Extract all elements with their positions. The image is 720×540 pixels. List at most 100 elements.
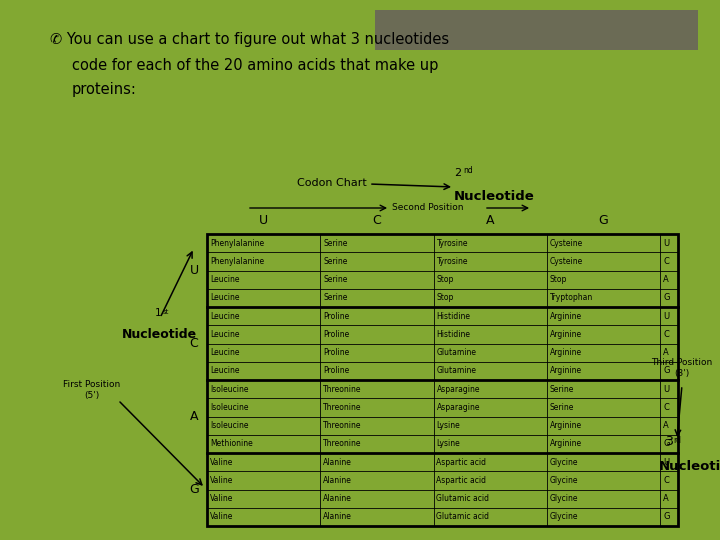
Text: Alanine: Alanine [323, 476, 352, 485]
Text: Serine: Serine [323, 257, 348, 266]
Text: U: U [663, 239, 669, 248]
Text: Lysine: Lysine [436, 421, 460, 430]
Text: First Position
(5'): First Position (5') [63, 380, 121, 400]
Text: Valine: Valine [210, 494, 233, 503]
Text: Cysteine: Cysteine [550, 239, 583, 248]
Text: Nucleotide: Nucleotide [122, 328, 197, 341]
Text: Histidine: Histidine [436, 330, 470, 339]
Text: Valine: Valine [210, 512, 233, 522]
Text: Arginine: Arginine [550, 421, 582, 430]
Text: 3: 3 [665, 435, 673, 448]
Text: Codon Chart: Codon Chart [297, 178, 367, 188]
Text: Leucine: Leucine [210, 312, 240, 321]
Text: Proline: Proline [323, 348, 349, 357]
Text: Third Position
(3'): Third Position (3') [652, 359, 713, 377]
Text: Cysteine: Cysteine [550, 257, 583, 266]
Text: code for each of the 20 amino acids that make up: code for each of the 20 amino acids that… [72, 58, 438, 73]
Text: nd: nd [463, 166, 473, 175]
Text: Phenylalanine: Phenylalanine [210, 257, 264, 266]
Text: Stop: Stop [436, 293, 454, 302]
Text: Proline: Proline [323, 366, 349, 375]
Text: A: A [486, 214, 495, 227]
Text: Asparagine: Asparagine [436, 403, 480, 412]
Text: C: C [663, 476, 669, 485]
Text: Stop: Stop [550, 275, 567, 284]
Text: U: U [189, 264, 199, 277]
Text: Leucine: Leucine [210, 330, 240, 339]
Text: Valine: Valine [210, 457, 233, 467]
Text: C: C [663, 403, 669, 412]
Text: Aspartic acid: Aspartic acid [436, 457, 487, 467]
Text: A: A [663, 275, 669, 284]
Text: Threonine: Threonine [323, 384, 361, 394]
Text: G: G [598, 214, 608, 227]
Text: Aspartic acid: Aspartic acid [436, 476, 487, 485]
Text: G: G [663, 366, 670, 375]
Text: Arginine: Arginine [550, 348, 582, 357]
Text: Arginine: Arginine [550, 366, 582, 375]
Text: Glycine: Glycine [550, 457, 578, 467]
Text: U: U [259, 214, 268, 227]
Text: Methionine: Methionine [210, 440, 253, 448]
Text: A: A [190, 410, 198, 423]
Text: Second Position: Second Position [392, 204, 464, 213]
Text: U: U [663, 384, 669, 394]
Text: Arginine: Arginine [550, 312, 582, 321]
Text: Glutamic acid: Glutamic acid [436, 512, 490, 522]
Text: C: C [189, 337, 199, 350]
Text: Glutamic acid: Glutamic acid [436, 494, 490, 503]
Text: Glutamine: Glutamine [436, 366, 477, 375]
Text: Serine: Serine [550, 403, 574, 412]
Text: Phenylalanine: Phenylalanine [210, 239, 264, 248]
Text: G: G [663, 512, 670, 522]
Text: G: G [663, 440, 670, 448]
Text: Glycine: Glycine [550, 476, 578, 485]
Text: U: U [663, 457, 669, 467]
Text: Serine: Serine [323, 239, 348, 248]
Text: Lysine: Lysine [436, 440, 460, 448]
Text: A: A [663, 494, 669, 503]
Text: st: st [163, 309, 169, 315]
Text: C: C [663, 257, 669, 266]
Text: U: U [663, 312, 669, 321]
Text: Arginine: Arginine [550, 330, 582, 339]
Text: Tyrosine: Tyrosine [436, 239, 468, 248]
Text: Histidine: Histidine [436, 312, 470, 321]
Text: Arginine: Arginine [550, 440, 582, 448]
Text: Alanine: Alanine [323, 494, 352, 503]
Text: C: C [372, 214, 382, 227]
Text: Glycine: Glycine [550, 494, 578, 503]
Text: Tryptophan: Tryptophan [550, 293, 593, 302]
Text: ✆ You can use a chart to figure out what 3 nucleotides: ✆ You can use a chart to figure out what… [50, 32, 449, 47]
Bar [207, 234, 678, 526]
Text: Proline: Proline [323, 312, 349, 321]
Text: Leucine: Leucine [210, 293, 240, 302]
Text: Threonine: Threonine [323, 440, 361, 448]
Text: Leucine: Leucine [210, 366, 240, 375]
Text: A: A [663, 421, 669, 430]
Text: Alanine: Alanine [323, 457, 352, 467]
Text: Leucine: Leucine [210, 275, 240, 284]
Text: Nucleotide: Nucleotide [454, 190, 535, 203]
Text: Nucleotide: Nucleotide [659, 460, 720, 473]
Text: Isoleucine: Isoleucine [210, 421, 248, 430]
Text: G: G [663, 293, 670, 302]
Text: Stop: Stop [436, 275, 454, 284]
Text: Isoleucine: Isoleucine [210, 403, 248, 412]
Text: Isoleucine: Isoleucine [210, 384, 248, 394]
Text: Glutamine: Glutamine [436, 348, 477, 357]
Text: Leucine: Leucine [210, 348, 240, 357]
Text: Serine: Serine [323, 293, 348, 302]
Text: C: C [663, 330, 669, 339]
Text: Threonine: Threonine [323, 421, 361, 430]
Text: 2: 2 [454, 168, 461, 178]
Text: Valine: Valine [210, 476, 233, 485]
Text: Alanine: Alanine [323, 512, 352, 522]
Text: proteins:: proteins: [72, 82, 137, 97]
Text: rd: rd [673, 436, 681, 445]
Text: Serine: Serine [550, 384, 574, 394]
Text: G: G [189, 483, 199, 496]
Text: 1: 1 [155, 308, 161, 318]
Text: Tyrosine: Tyrosine [436, 257, 468, 266]
Text: Asparagine: Asparagine [436, 384, 480, 394]
